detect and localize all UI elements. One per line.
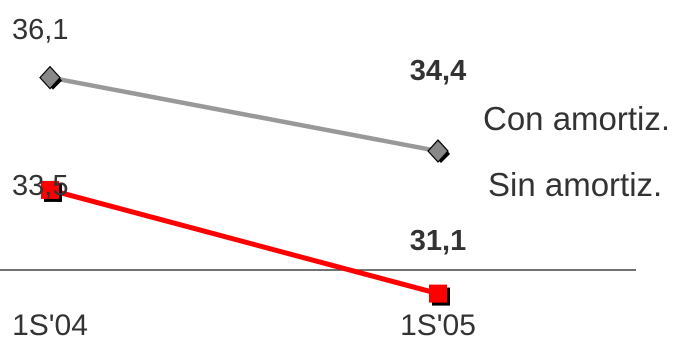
series-layer <box>39 65 450 306</box>
data-label-sin-1s04: 33,5 <box>12 170 68 202</box>
data-point-con-amortiz-1s-05 <box>427 139 449 163</box>
legend-label-sin-amortiz: Sin amortiz. <box>488 166 662 203</box>
data-label-con-1s04: 36,1 <box>12 14 68 46</box>
data-point-sin-amortiz-1s-05 <box>429 284 447 303</box>
x-tick-label-1s05: 1S'05 <box>400 309 476 342</box>
data-point-con-amortiz-1s-04 <box>39 65 61 90</box>
data-label-sin-1s05: 31,1 <box>410 225 466 257</box>
legend-label-con-amortiz: Con amortiz. <box>483 100 670 137</box>
series-line-con-amortiz <box>49 75 439 154</box>
data-label-con-1s05: 34,4 <box>410 55 466 87</box>
series-line-sin-amortiz <box>49 187 439 297</box>
x-tick-label-1s04: 1S'04 <box>12 309 88 342</box>
data-point-sin-amortiz-1s-04 <box>41 180 59 199</box>
